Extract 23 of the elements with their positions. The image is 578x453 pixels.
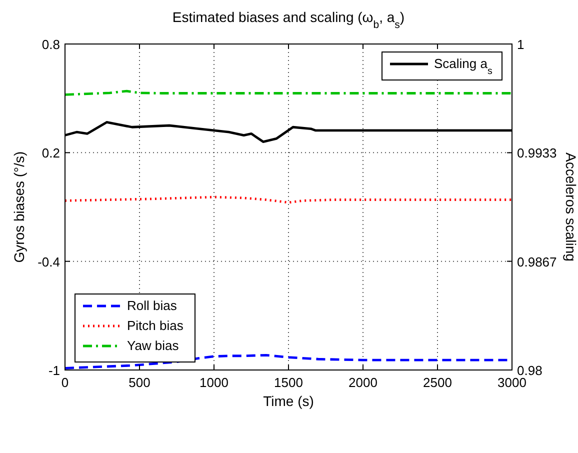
x-tick-label: 2000 — [348, 375, 378, 390]
x-tick-label: 1500 — [274, 375, 303, 390]
y-tick-label: -1 — [48, 363, 60, 378]
y2-tick-label: 0.9933 — [517, 146, 557, 161]
x-tick-label: 1000 — [200, 375, 228, 390]
y-tick-label: 0.8 — [42, 37, 60, 52]
x-tick-label: 500 — [128, 375, 150, 390]
y2-axis-title: Acceleros scaling — [563, 152, 578, 262]
legend-label: Scaling a$_{s}$ — [434, 56, 492, 76]
chart-title: Estimated biases and scaling (ω$_{b}$, a$_{s}$) — [172, 9, 405, 31]
legend-label: Roll bias — [127, 298, 178, 313]
x-tick-label: 3000 — [498, 375, 526, 390]
y2-tick-label: 1 — [517, 37, 524, 52]
legend-label: Yaw bias — [127, 338, 180, 353]
legend-label: Pitch bias — [127, 318, 184, 333]
y-tick-label: -0.4 — [38, 254, 60, 270]
y-tick-label: 0.2 — [42, 146, 60, 161]
x-tick-label: 2500 — [423, 375, 452, 390]
y2-tick-label: 0.98 — [517, 363, 542, 378]
x-tick-label: 0 — [61, 375, 69, 390]
x-axis-title: Time (s) — [263, 393, 314, 409]
y-axis-title: Gyros biases (°/s) — [11, 151, 27, 263]
y2-tick-label: 0.9867 — [517, 254, 557, 270]
